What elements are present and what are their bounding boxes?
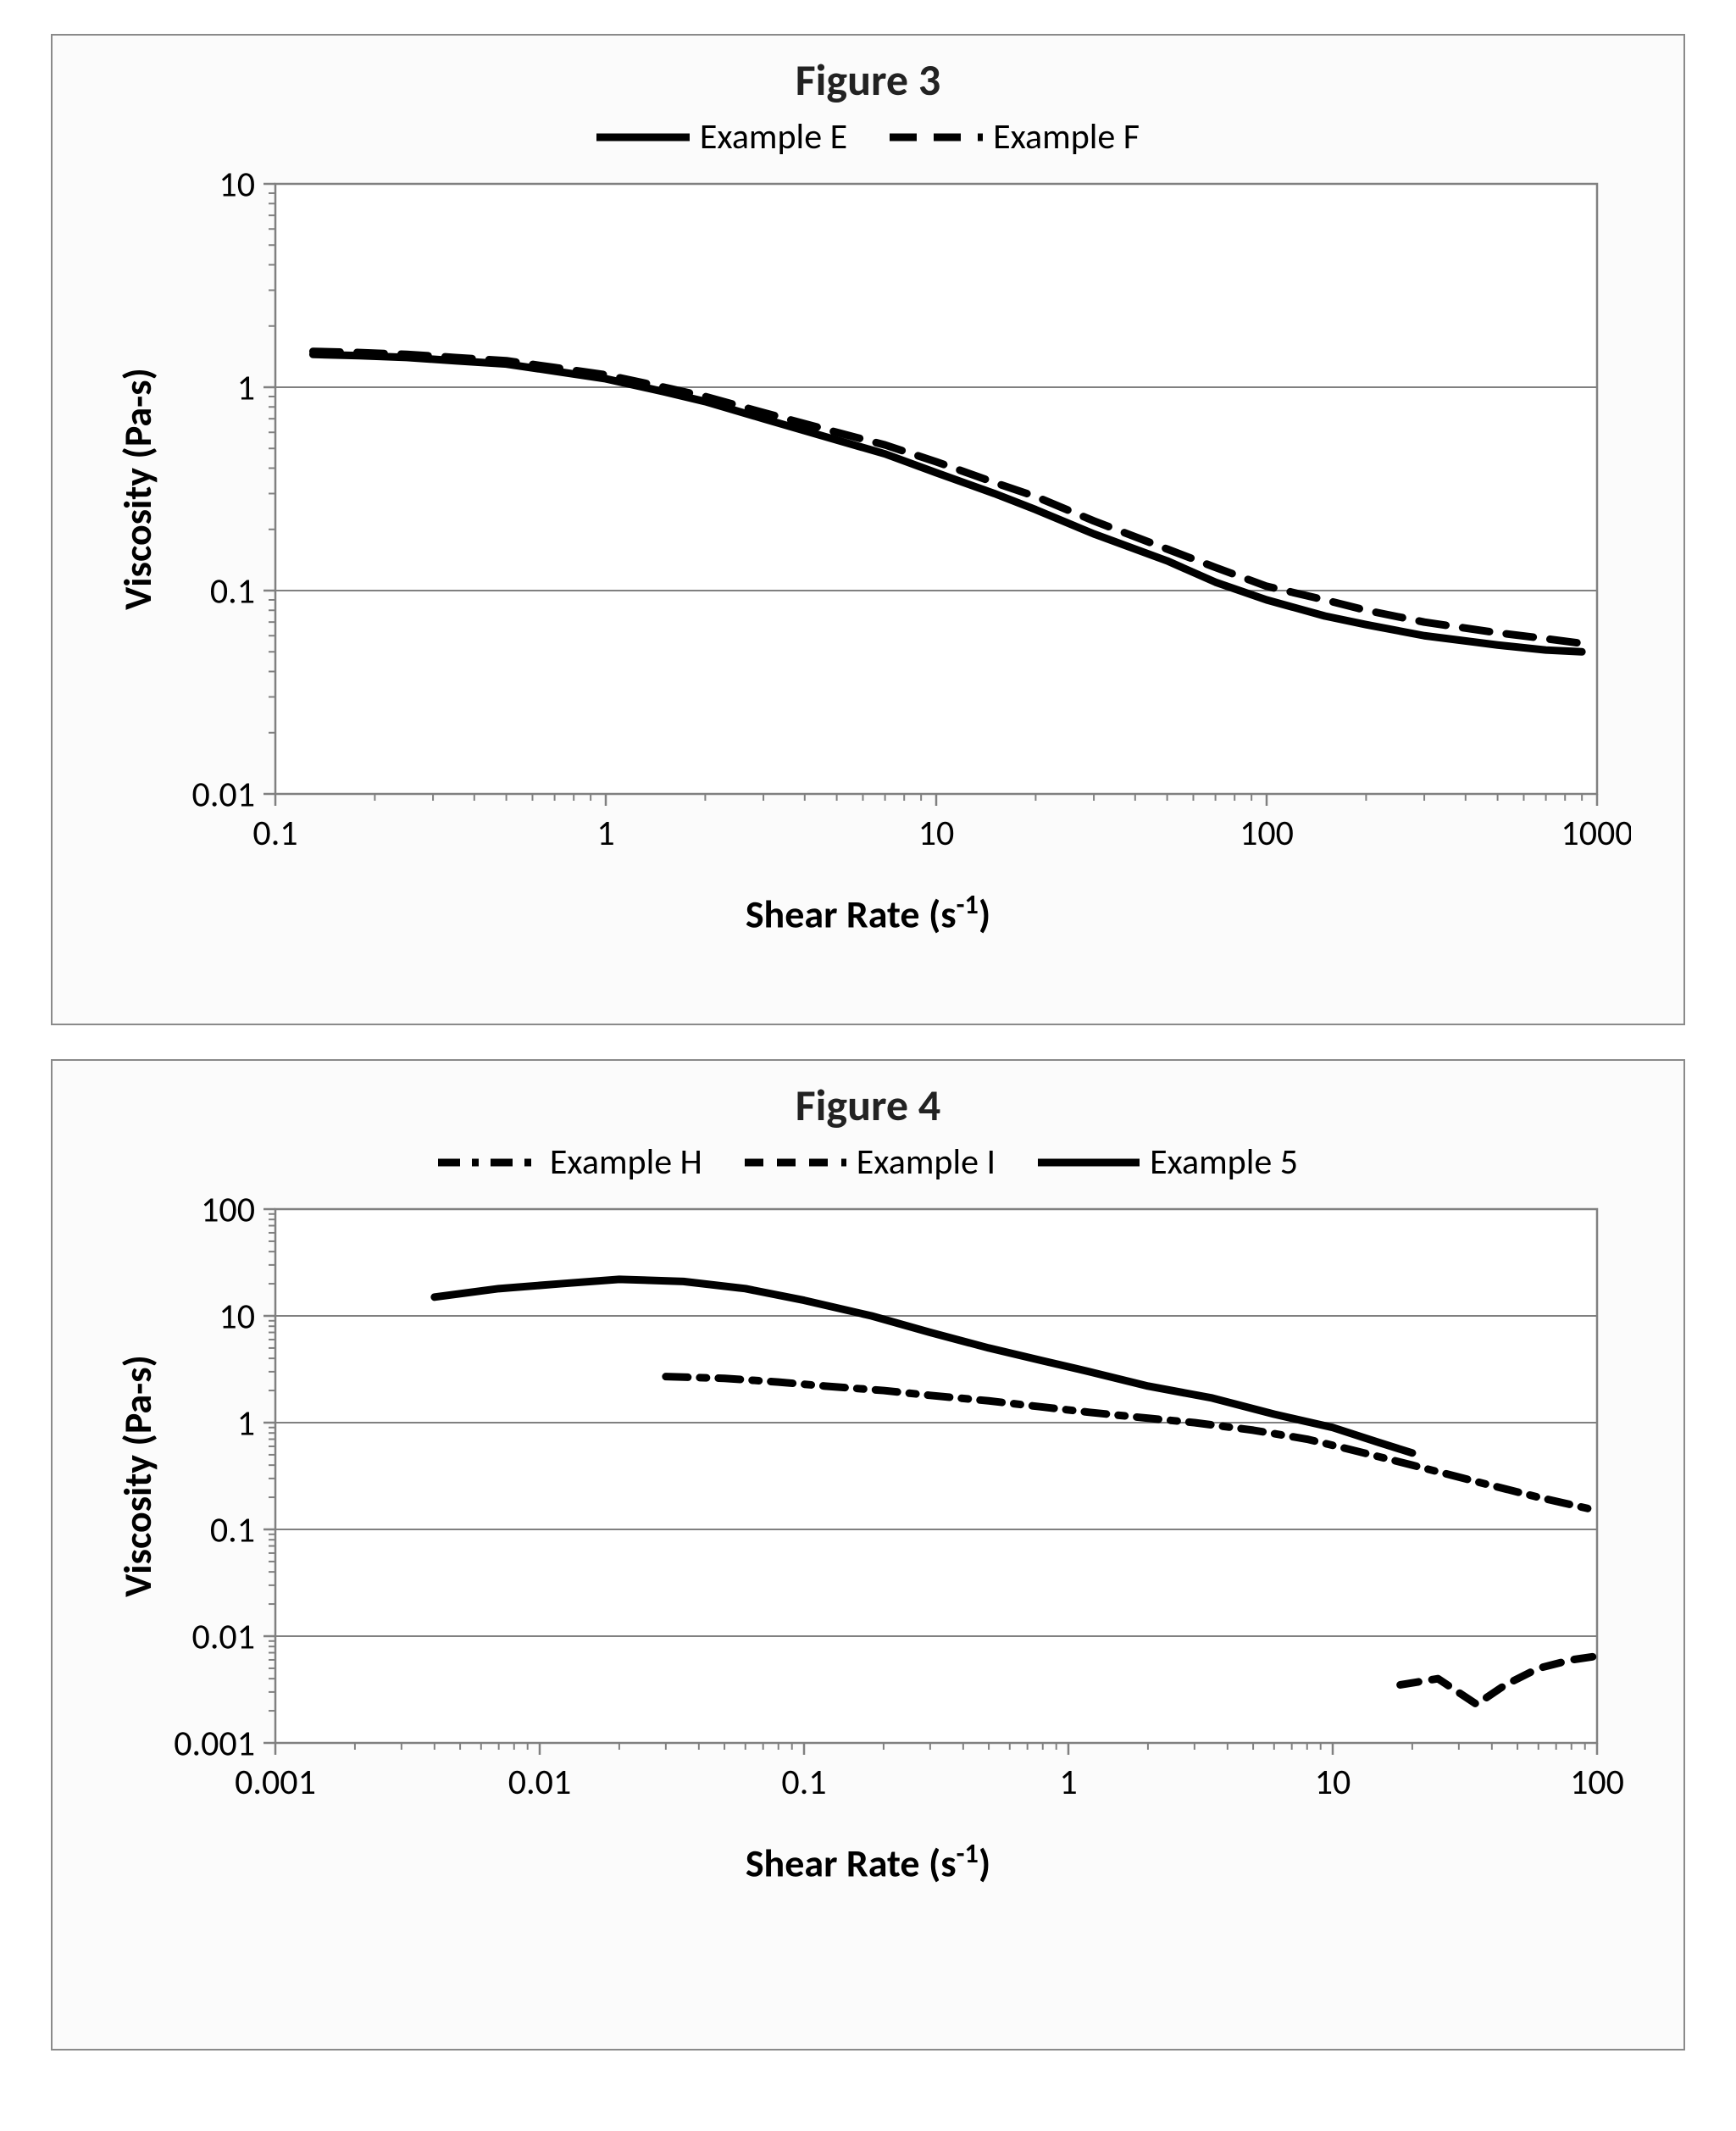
svg-text:0.01: 0.01 [191,774,254,817]
legend-swatch [438,1150,540,1175]
figure3-y-axis-label: Viscosity (Pa-s) [114,368,162,610]
legend-swatch [596,125,690,150]
legend-item: Example E [596,115,847,158]
svg-text:0.1: 0.1 [209,570,254,613]
legend-swatch [1038,1150,1140,1175]
figure3-x-axis-label: Shear Rate (s-1) [106,887,1631,938]
svg-text:10: 10 [219,1296,255,1339]
svg-text:0.1: 0.1 [781,1761,826,1804]
legend-item: Example I [745,1140,996,1184]
page-root: Figure 3 Example E Example F Viscosity (P… [0,0,1736,2131]
legend-swatch [745,1150,846,1175]
svg-text:10: 10 [918,812,954,855]
svg-text:0.1: 0.1 [209,1509,254,1552]
svg-text:10: 10 [219,167,255,207]
legend-swatch [890,125,983,150]
figure3-inner: Figure 3 Example E Example F Viscosity (P… [53,36,1683,963]
legend-label: Example H [550,1140,702,1184]
figure4-chart: 0.001 0.01 0.1 1 10 100 0.001 0.01 0.1 1 10 100 [106,1192,1631,1828]
legend-label: Example F [993,115,1140,158]
figure4-panel: Figure 4 Example H Example I Example 5 Vis… [51,1059,1685,2051]
legend-label: Example E [700,115,847,158]
legend-label: Example I [857,1140,996,1184]
svg-text:100: 100 [201,1192,255,1232]
svg-text:1: 1 [236,367,254,410]
svg-text:1000: 1000 [1561,812,1631,855]
svg-text:1: 1 [1059,1761,1077,1804]
legend-item: Example 5 [1038,1140,1298,1184]
svg-text:1: 1 [236,1402,254,1446]
svg-text:0.001: 0.001 [235,1761,316,1804]
svg-text:10: 10 [1314,1761,1351,1804]
figure4-legend: Example H Example I Example 5 [86,1140,1650,1184]
legend-item: Example F [890,115,1140,158]
svg-text:0.001: 0.001 [174,1723,255,1766]
figure3-legend: Example E Example F [86,115,1650,158]
figure3-title: Figure 3 [86,53,1650,107]
figure4-plot-wrap: Viscosity (Pa-s) 0.0010.010.11101000.001… [106,1192,1631,1887]
figure4-x-axis-label: Shear Rate (s-1) [106,1836,1631,1887]
svg-text:1: 1 [596,812,614,855]
svg-text:0.1: 0.1 [252,812,297,855]
legend-label: Example 5 [1150,1140,1298,1184]
legend-item: Example H [438,1140,702,1184]
figure3-chart: 0.111010010000.010.1110 [106,167,1631,879]
svg-text:0.01: 0.01 [191,1616,254,1659]
figure3-panel: Figure 3 Example E Example F Viscosity (P… [51,34,1685,1025]
svg-text:100: 100 [1570,1761,1624,1804]
figure4-y-axis-label: Viscosity (Pa-s) [114,1355,162,1597]
figure4-title: Figure 4 [86,1078,1650,1132]
figure3-plot-wrap: Viscosity (Pa-s) 0.111010010000.010.1110… [106,167,1631,938]
svg-text:100: 100 [1240,812,1294,855]
figure4-inner: Figure 4 Example H Example I Example 5 Vis… [53,1061,1683,1912]
svg-text:0.01: 0.01 [507,1761,570,1804]
